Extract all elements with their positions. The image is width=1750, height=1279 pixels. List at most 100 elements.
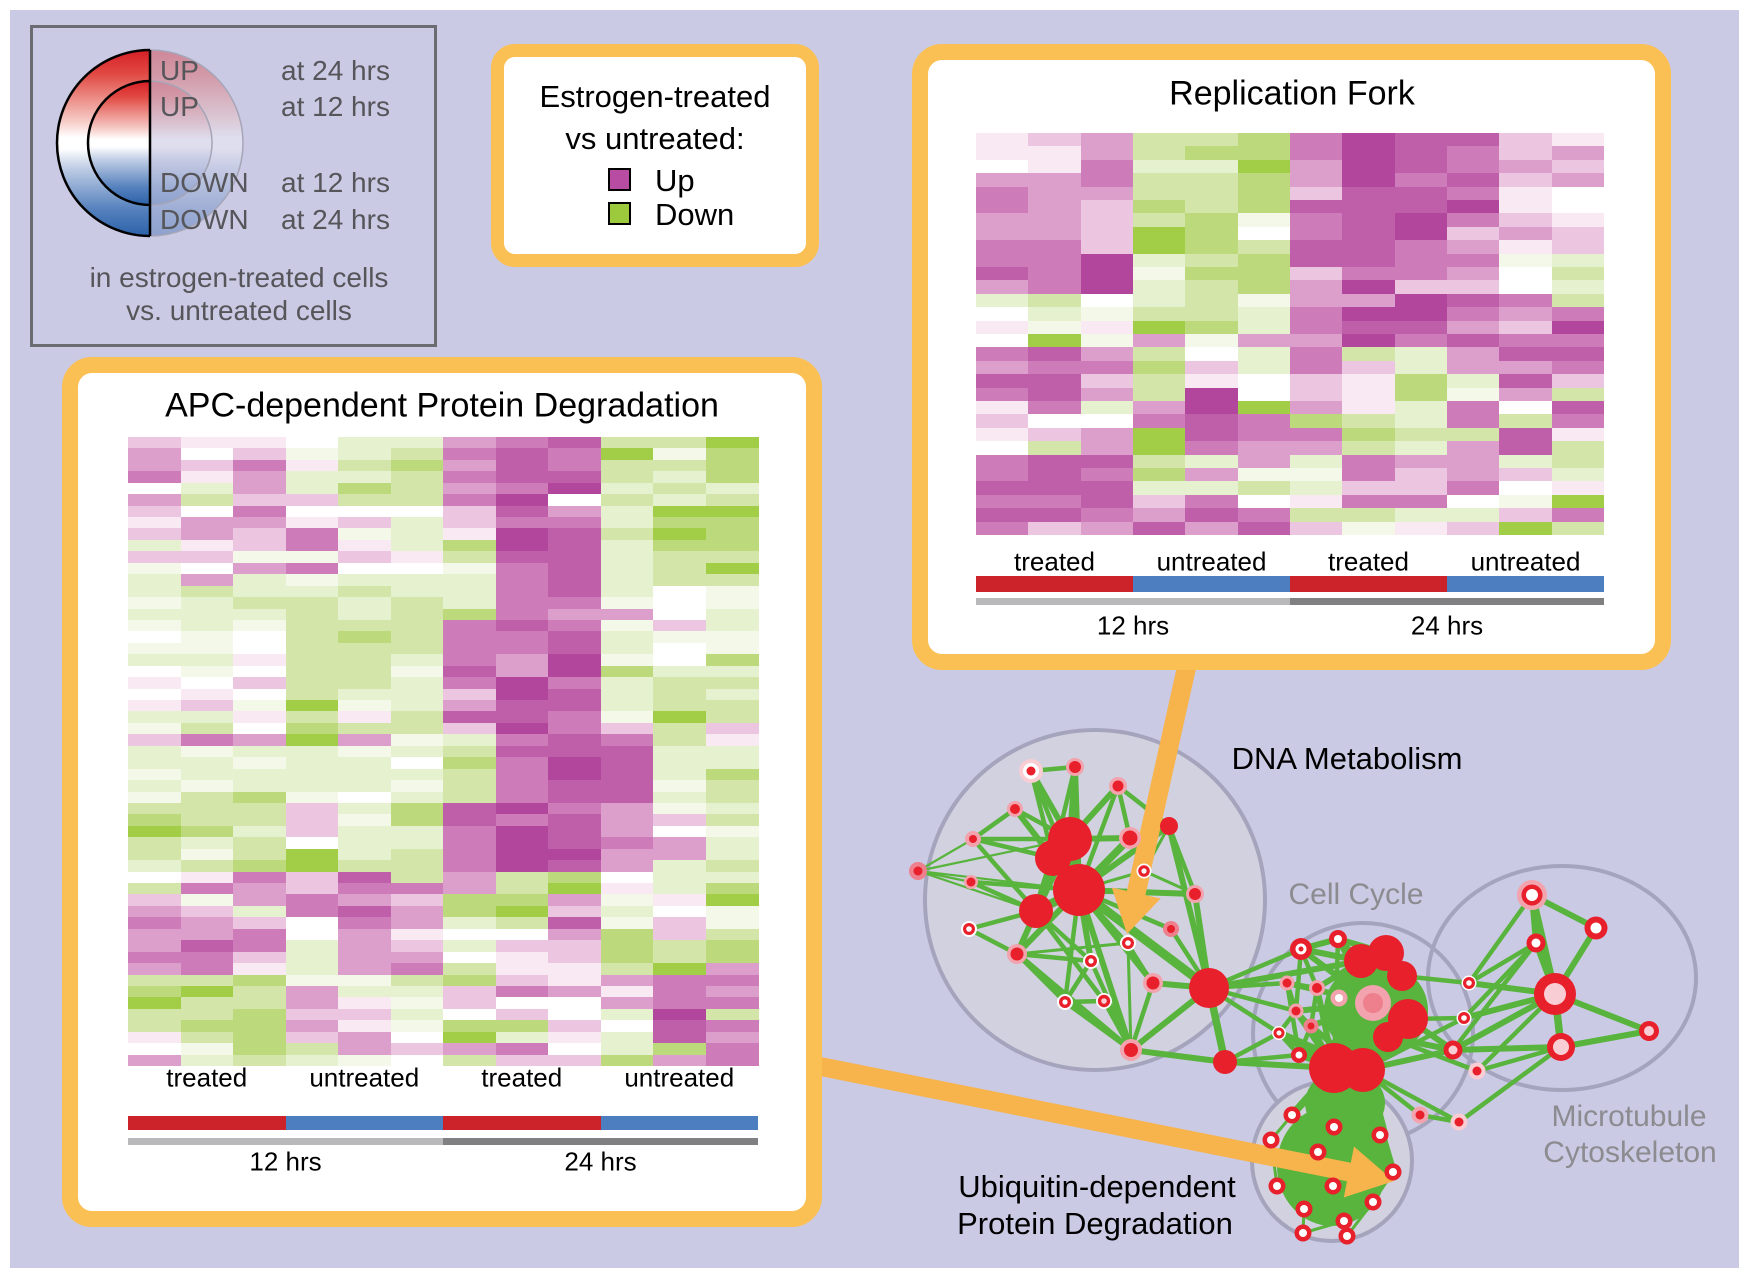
apc-heatmap-cell [495,802,549,815]
apc-heatmap-cell [653,517,706,529]
repfork-condition-bar-1 [1133,576,1290,592]
apc-heatmap-cell [548,539,601,552]
apc-heatmap-cell [705,608,759,621]
apc-heatmap-cell [233,814,286,827]
repfork-heatmap-cell [1447,374,1500,389]
repfork-heatmap-cell [1499,374,1553,389]
network-node [969,835,977,843]
repfork-heatmap-cell [1185,173,1239,188]
apc-heatmap-cell [548,1020,601,1033]
repfork-heatmap-cell [1290,347,1343,362]
repfork-heatmap-cell [1185,468,1239,482]
repfork-heatmap-cell [1551,253,1605,268]
apc-heatmap-cell [128,494,181,507]
repfork-heatmap-cell [1342,441,1396,456]
apc-heatmap-cell [548,974,601,987]
repfork-heatmap-cell [1028,213,1082,228]
apc-heatmap-cell [128,700,181,712]
apc-heatmap-cell [128,1008,181,1021]
apc-heatmap-cell [128,883,181,895]
apc-heatmap-cell [390,802,444,815]
repfork-heatmap-cell [1133,267,1186,281]
repfork-heatmap-cell [1133,508,1186,523]
repfork-heatmap-cell [1447,200,1500,214]
apc-heatmap-cell [390,722,444,735]
apc-heatmap-cell [285,494,339,507]
apc-heatmap-cell [653,883,706,895]
apc-heatmap-cell [548,631,601,644]
apc-heatmap-cell [233,757,286,770]
apc-heatmap-cell [390,551,444,564]
apc-heatmap-cell [653,688,706,701]
apc-heatmap-cell [128,539,181,552]
repfork-heatmap-cell [976,146,1029,161]
apc-heatmap-cell [390,448,444,461]
apc-heatmap-cell [180,825,234,838]
apc-heatmap-cell [390,505,444,518]
repfork-heatmap-cell [1185,280,1239,295]
repfork-heatmap-cell [1551,213,1605,228]
apc-heatmap-cell [443,1008,496,1021]
repfork-heatmap-cell [976,280,1029,295]
apc-heatmap-cell [338,482,391,495]
repfork-heatmap-cell [976,267,1029,281]
apc-heatmap-cell [653,1020,706,1033]
repfork-heatmap-cell [1447,387,1500,402]
apc-heatmap-cell [338,437,391,449]
apc-time-bar-1 [443,1138,758,1145]
repfork-group-label-1: untreated [1156,546,1267,577]
apc-heatmap-cell [600,700,654,712]
apc-heatmap-cell [495,711,549,724]
apc-heatmap-cell [600,883,654,895]
apc-heatmap-cell [180,459,234,472]
apc-heatmap-cell [705,860,759,873]
apc-heatmap-cell [548,700,601,712]
repfork-heatmap-cell [1237,159,1291,174]
apc-heatmap-cell [443,940,496,953]
apc-heatmap-cell [495,562,549,575]
apc-heatmap-cell [390,654,444,667]
repfork-heatmap-cell [1447,427,1500,442]
apc-heatmap-cell [443,951,496,964]
apc-heatmap-cell [338,665,391,678]
apc-heatmap-cell [705,459,759,472]
repfork-heatmap-cell [1342,334,1396,348]
repfork-heatmap-cell [1080,253,1134,268]
repfork-heatmap-cell [1080,387,1134,402]
apc-heatmap-cell [495,871,549,884]
apc-heatmap-cell [285,757,339,770]
repfork-heatmap-cell [1237,200,1291,214]
network-node [913,866,923,876]
apc-heatmap-cell [495,448,549,461]
network-edge [1452,1044,1562,1053]
apc-heatmap-cell [443,871,496,884]
network-node [1299,1229,1307,1237]
network-edge [1143,869,1196,896]
apc-heatmap-cell [653,608,706,621]
apc-heatmap-cell [128,814,181,827]
apc-heatmap-cell [653,825,706,838]
apc-heatmap-cell [495,1043,549,1056]
repfork-heatmap-cell [1394,401,1448,415]
apc-heatmap-cell [285,608,339,621]
repfork-heatmap-cell [1394,186,1448,201]
repfork-heatmap-cell [1551,508,1605,523]
repfork-panel-title: Replication Fork [1169,74,1415,113]
apc-heatmap-cell [233,642,286,655]
network-edge [1560,1028,1650,1050]
apc-heatmap-cell [495,505,549,518]
apc-heatmap-cell [705,974,759,987]
apc-heatmap-cell [495,848,549,861]
repfork-heatmap-cell [1185,267,1239,281]
network-node [1062,999,1068,1005]
apc-heatmap-cell [233,848,286,861]
apc-heatmap-cell [128,665,181,678]
repfork-heatmap-cell [1080,159,1134,174]
apc-heatmap-cell [705,1008,759,1021]
repfork-heatmap-cell [1551,441,1605,456]
apc-heatmap-cell [180,642,234,655]
network-node [1112,780,1124,792]
repfork-heatmap-cell [1447,414,1500,429]
apc-heatmap-cell [600,551,654,564]
apc-heatmap-cell [495,539,549,552]
